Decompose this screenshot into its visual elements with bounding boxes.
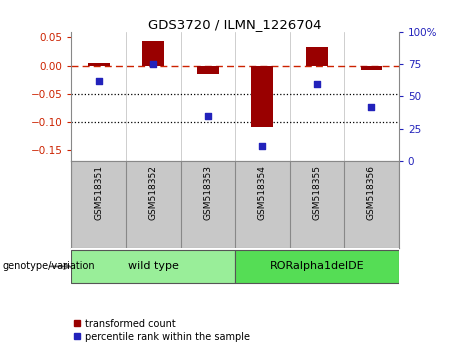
Point — [368, 104, 375, 110]
Text: genotype/variation: genotype/variation — [2, 261, 95, 272]
Text: GSM518354: GSM518354 — [258, 165, 267, 220]
Bar — [361, 65, 382, 70]
Point — [149, 61, 157, 67]
Text: GSM518353: GSM518353 — [203, 165, 213, 221]
Point — [313, 81, 321, 86]
Text: wild type: wild type — [128, 261, 179, 272]
Bar — [197, 65, 219, 74]
Text: GSM518351: GSM518351 — [94, 165, 103, 221]
Point — [259, 143, 266, 148]
Text: GSM518356: GSM518356 — [367, 165, 376, 221]
Text: GSM518355: GSM518355 — [313, 165, 321, 221]
Point — [204, 113, 212, 119]
Title: GDS3720 / ILMN_1226704: GDS3720 / ILMN_1226704 — [148, 18, 322, 31]
Bar — [235, 250, 399, 283]
Bar — [142, 41, 164, 65]
Bar — [88, 63, 110, 65]
Legend: transformed count, percentile rank within the sample: transformed count, percentile rank withi… — [70, 315, 254, 346]
Bar — [71, 250, 235, 283]
Bar — [306, 47, 328, 65]
Point — [95, 78, 102, 84]
Text: GSM518352: GSM518352 — [149, 165, 158, 220]
Bar — [252, 65, 273, 127]
Text: RORalpha1delDE: RORalpha1delDE — [270, 261, 364, 272]
